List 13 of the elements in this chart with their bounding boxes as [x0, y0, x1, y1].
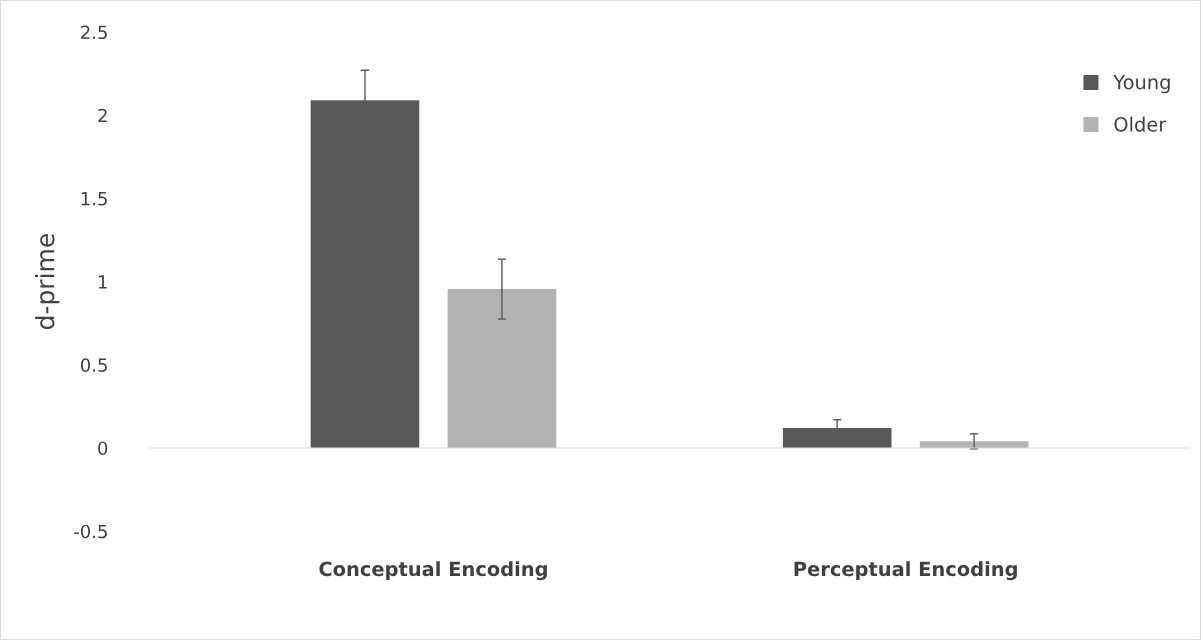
y-tick-label: 0: [98, 441, 108, 456]
y-tick-label: 1: [98, 275, 107, 289]
legend-label: Older: [1114, 116, 1167, 132]
y-tick-label: 1.5: [81, 192, 107, 206]
y-tick-label: 2.5: [81, 25, 107, 40]
y-tick-label: -0.5: [74, 524, 107, 539]
y-tick-label: 0.5: [80, 358, 107, 372]
x-tick-label: Perceptual Encoding: [794, 561, 1017, 581]
y-tick-label: 2: [98, 108, 107, 123]
x-tick-label: Conceptual Encoding: [319, 561, 547, 581]
bar: [447, 289, 557, 448]
y-axis-title: d-prime: [35, 234, 60, 330]
legend-label: Young: [1113, 75, 1170, 94]
